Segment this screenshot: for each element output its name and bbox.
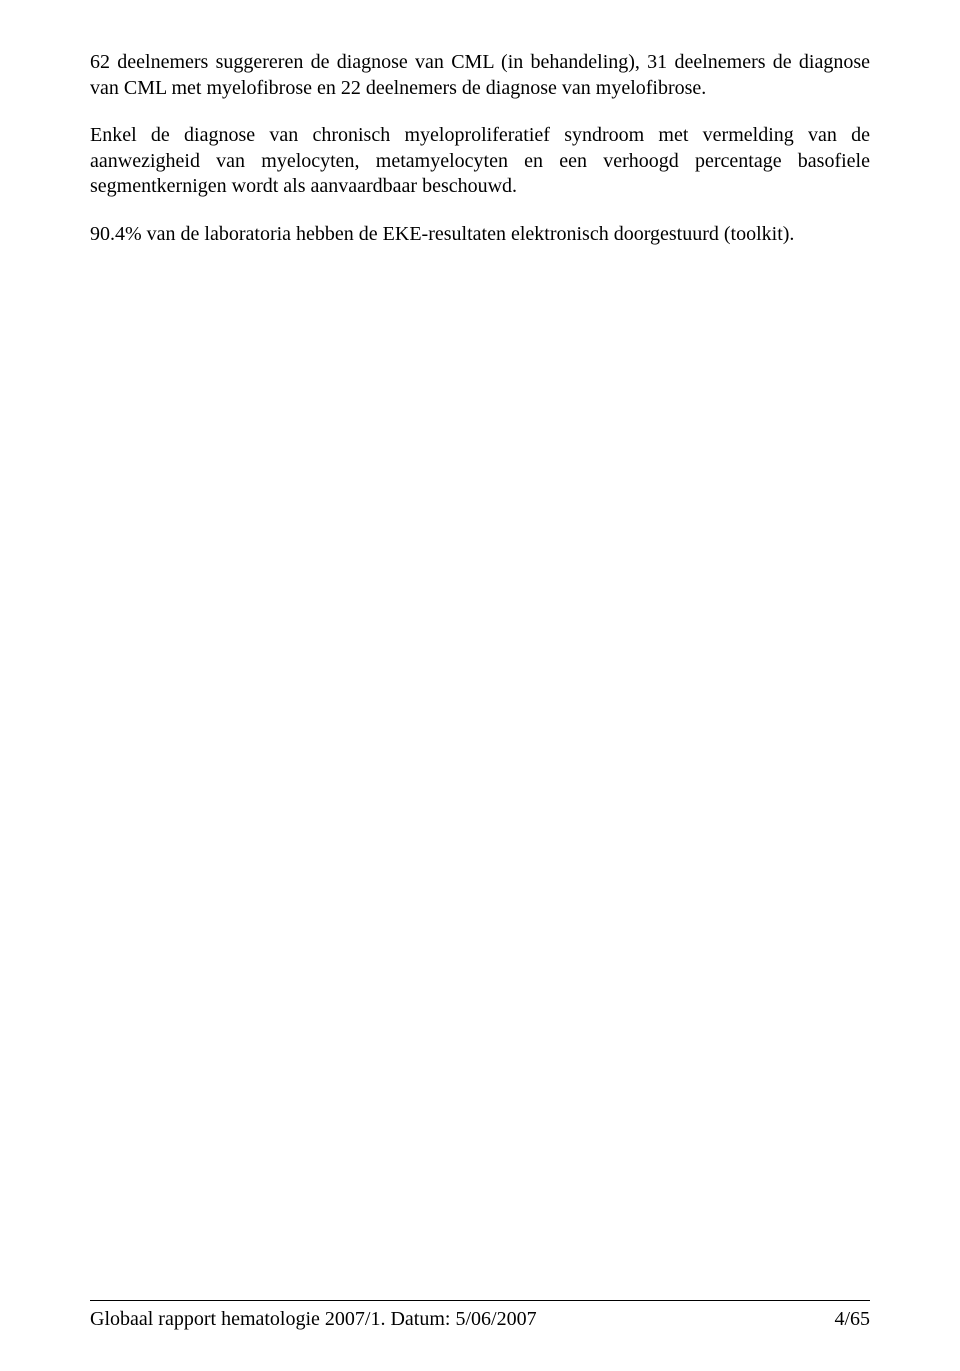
footer-row: Globaal rapport hematologie 2007/1. Datu… (90, 1307, 870, 1331)
paragraph-1: 62 deelnemers suggereren de diagnose van… (90, 50, 870, 101)
footer-divider (90, 1300, 870, 1301)
footer-page-number: 4/65 (834, 1307, 870, 1331)
page: 62 deelnemers suggereren de diagnose van… (0, 0, 960, 1371)
paragraph-3: 90.4% van de laboratoria hebben de EKE-r… (90, 222, 870, 248)
paragraph-2: Enkel de diagnose van chronisch myelopro… (90, 123, 870, 200)
footer-left-text: Globaal rapport hematologie 2007/1. Datu… (90, 1307, 537, 1331)
page-footer: Globaal rapport hematologie 2007/1. Datu… (90, 1300, 870, 1331)
body-text-container: 62 deelnemers suggereren de diagnose van… (90, 50, 870, 248)
